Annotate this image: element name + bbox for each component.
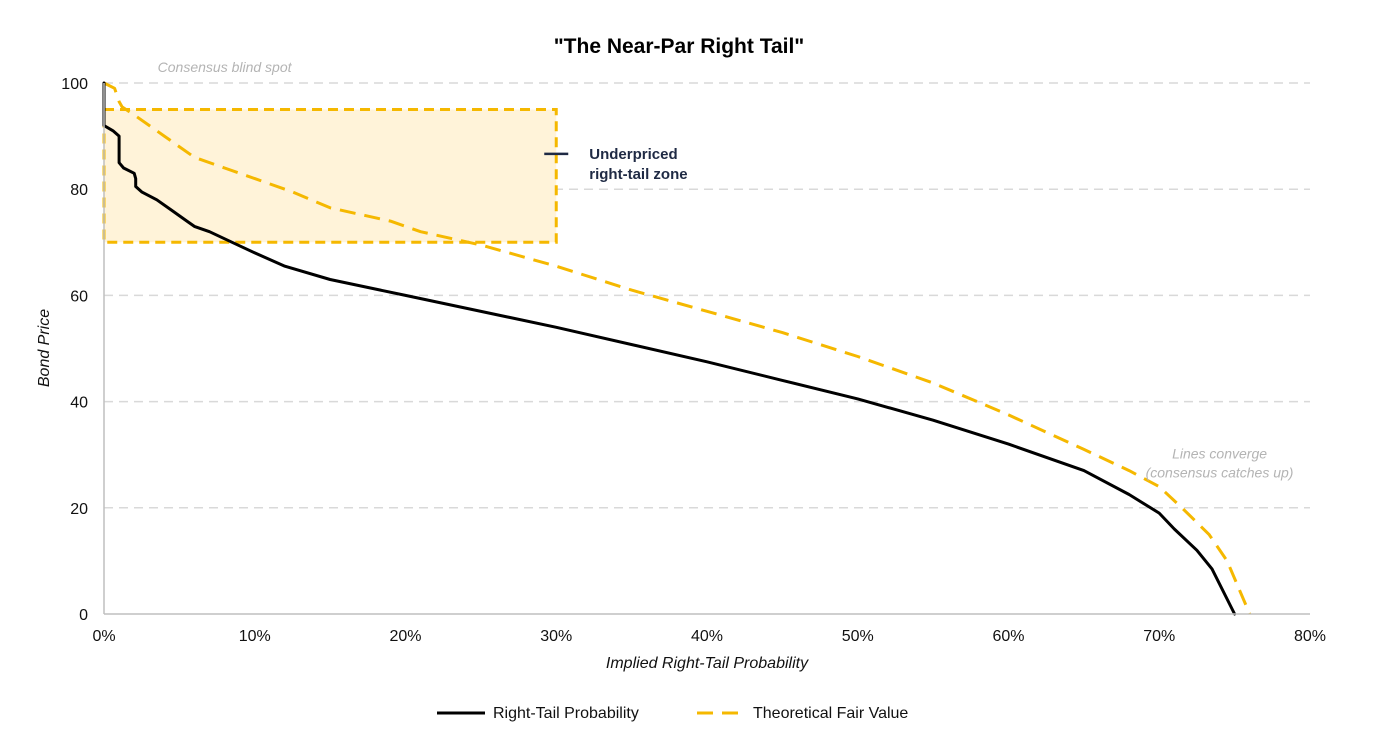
x-tick-label: 70% (1143, 628, 1175, 645)
x-tick-label: 30% (540, 628, 572, 645)
legend-label-right-tail: Right-Tail Probability (493, 705, 639, 722)
tick-labels: 0% 10% 20% 30% 40% 50% 60% 70% 80% 0 20 40 60 80 100 (61, 76, 1326, 645)
annotation-converge-line1: Lines converge (1172, 446, 1267, 462)
x-tick-label: 40% (691, 628, 723, 645)
series-line-right-tail-probability (102, 81, 1237, 616)
y-tick-label: 80 (70, 182, 88, 199)
annotation-blind-spot: Consensus blind spot (158, 59, 293, 75)
x-axis-label: Implied Right-Tail Probability (606, 655, 809, 672)
zone-label-line1: Underpriced (589, 146, 677, 163)
y-tick-label: 0 (79, 607, 88, 624)
x-tick-label: 10% (239, 628, 271, 645)
legend-label-fair-value: Theoretical Fair Value (753, 705, 908, 722)
series-line-theoretical-fair-value (103, 81, 1252, 615)
zone-label-line2: right-tail zone (589, 166, 687, 183)
x-tick-label: 80% (1294, 628, 1326, 645)
annotation-converge-line2: (consensus catches up) (1146, 465, 1294, 481)
y-tick-label: 40 (70, 395, 88, 412)
y-tick-label: 60 (70, 288, 88, 305)
chart-title: "The Near-Par Right Tail" (554, 35, 805, 58)
y-tick-label: 20 (70, 501, 88, 518)
x-tick-label: 50% (842, 628, 874, 645)
y-axis-label: Bond Price (36, 309, 53, 387)
legend: Right-Tail Probability Theoretical Fair … (437, 705, 908, 722)
underpriced-zone (102, 108, 558, 244)
x-tick-label: 0% (92, 628, 115, 645)
x-tick-label: 20% (389, 628, 421, 645)
y-tick-label: 100 (61, 76, 88, 93)
x-tick-label: 60% (992, 628, 1024, 645)
series-layer (102, 81, 1252, 616)
